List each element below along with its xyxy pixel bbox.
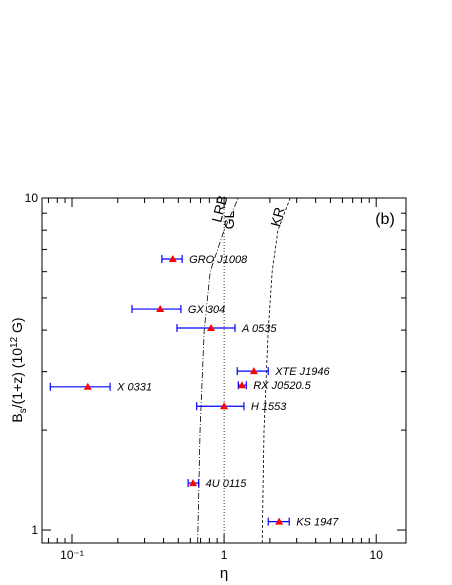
y-axis-label: Bs/(1+z) (1012 G): [9, 317, 29, 422]
point-label: GRO J1008: [189, 254, 248, 266]
curve-label: GL: [221, 210, 237, 229]
point-label: A 0535: [241, 323, 277, 335]
y-tick-label: 10: [25, 191, 39, 205]
y-label-part: s: [18, 408, 29, 413]
y-label-part: /(1+z) (10: [9, 348, 25, 409]
point: [220, 402, 229, 410]
y-label-part: G): [9, 317, 25, 336]
point-label: 4U 0115: [206, 478, 248, 490]
x-axis-label: η: [220, 565, 228, 582]
point: [168, 255, 177, 263]
point: [83, 382, 92, 390]
point: [206, 323, 215, 331]
y-label-part: 12: [9, 336, 20, 348]
point: [275, 517, 284, 525]
point: [237, 381, 246, 389]
point-label: XTE J1946: [274, 366, 330, 378]
point-label: H 1553: [251, 401, 287, 413]
point: [249, 367, 258, 375]
point-label: KS 1947: [296, 517, 339, 529]
y-tick-label: 1: [31, 523, 38, 537]
x-tick-label: 1: [221, 548, 228, 562]
y-label-part: B: [9, 413, 25, 422]
model-curve: [197, 197, 239, 544]
curve-label: KR: [267, 205, 287, 228]
point-label: GX 304: [188, 304, 225, 316]
point: [189, 479, 198, 487]
point: [156, 305, 165, 313]
x-tick-label: 10: [370, 548, 384, 562]
point-label: X 0331: [116, 382, 152, 394]
curve-label: LRB: [208, 194, 230, 224]
x-tick-label: 10⁻¹: [60, 548, 84, 562]
panel-label: (b): [375, 211, 395, 228]
point-label: RX J0520.5: [253, 380, 311, 392]
model-curve: [261, 197, 291, 544]
